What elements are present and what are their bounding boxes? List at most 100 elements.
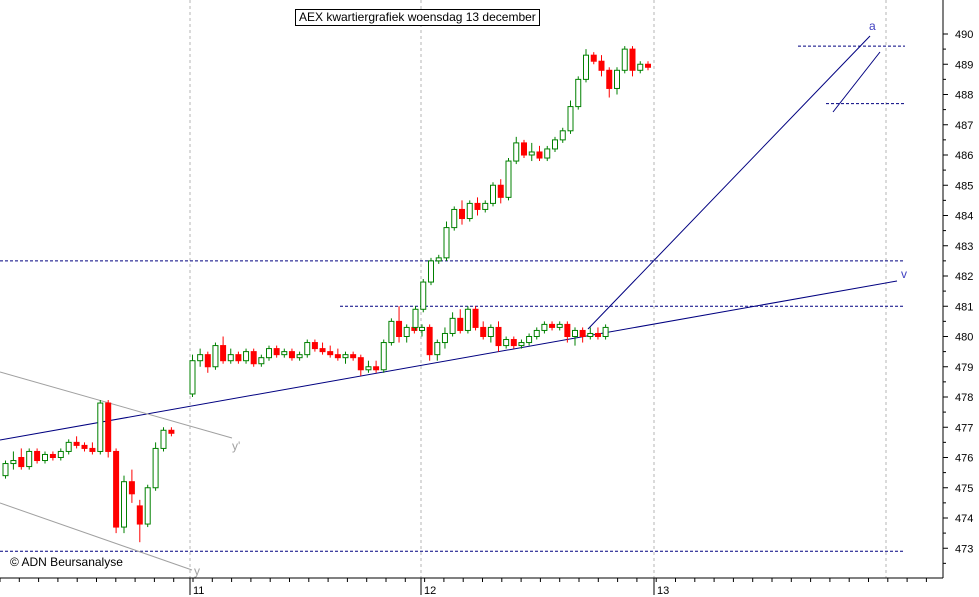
- candle: [528, 142, 535, 162]
- y-tick-label: 476: [955, 453, 973, 465]
- candle: [513, 136, 520, 165]
- y-tick-label: 475: [955, 483, 973, 495]
- candle: [549, 321, 556, 331]
- candle: [544, 145, 551, 162]
- candle: [204, 351, 211, 373]
- candle: [73, 436, 80, 449]
- candle: [490, 182, 496, 207]
- candle: [474, 197, 481, 216]
- candle: [521, 139, 527, 159]
- y-tick-label: 473: [955, 543, 973, 555]
- candle: [235, 351, 242, 364]
- candle: [18, 448, 25, 470]
- candle: [590, 52, 597, 65]
- candle: [559, 127, 566, 143]
- candle: [380, 339, 387, 373]
- y-tick-label: 488: [955, 90, 973, 102]
- candle: [34, 448, 41, 464]
- candle: [10, 451, 17, 470]
- candle: [144, 484, 151, 528]
- y-tick-label: 485: [955, 180, 973, 192]
- candles: [2, 46, 651, 543]
- candle: [482, 200, 489, 213]
- y-tick-label: 489: [955, 59, 973, 71]
- candle: [564, 321, 571, 343]
- y-tick-label: 486: [955, 150, 973, 162]
- candle: [587, 327, 594, 340]
- candle: [227, 348, 234, 364]
- candle: [189, 354, 196, 397]
- chart-title: AEX kwartiergrafiek woensdag 13 december: [295, 9, 540, 26]
- candle: [579, 327, 586, 343]
- horizontal-levels: [0, 45, 905, 552]
- candle: [105, 400, 112, 458]
- y-tick-label: 484: [955, 211, 973, 223]
- candle: [572, 327, 578, 346]
- candle: [420, 279, 427, 313]
- candle: [212, 342, 219, 370]
- candle: [637, 61, 644, 74]
- trend-lines: [0, 35, 898, 571]
- candle: [594, 327, 601, 340]
- candle: [466, 200, 473, 222]
- copyright-text: © ADN Beursanalyse: [10, 555, 123, 569]
- candle: [243, 348, 250, 364]
- candle: [412, 306, 419, 331]
- candle: [42, 451, 48, 464]
- y-tick-label: 480: [955, 332, 973, 344]
- candle: [152, 442, 159, 491]
- candle: [396, 306, 403, 343]
- candle: [97, 400, 104, 455]
- y-tick-label: 483: [955, 241, 973, 253]
- annotation-a: a: [869, 19, 876, 33]
- candle: [645, 61, 651, 71]
- candle: [505, 158, 512, 201]
- candle: [26, 448, 33, 470]
- candle: [602, 324, 609, 340]
- candle: [304, 339, 311, 358]
- y-tick-label: 487: [955, 120, 973, 132]
- candle: [273, 345, 280, 358]
- candle: [441, 327, 448, 349]
- candle: [472, 306, 479, 331]
- candle: [419, 324, 425, 337]
- x-tick-label: 13: [657, 585, 669, 597]
- candle: [487, 324, 494, 343]
- candle: [518, 339, 525, 349]
- candle: [220, 336, 227, 364]
- candle: [81, 442, 88, 452]
- candle: [621, 46, 628, 74]
- y-tick-label: 481: [955, 301, 973, 313]
- candle: [526, 333, 533, 346]
- y-tick-label: 478: [955, 392, 973, 404]
- candle: [451, 206, 458, 231]
- annotation-v: v: [901, 267, 907, 281]
- candle: [459, 200, 465, 225]
- candle: [121, 475, 127, 534]
- candle: [536, 145, 543, 162]
- candle: [533, 327, 540, 340]
- candle: [434, 339, 441, 361]
- candle: [136, 499, 143, 543]
- candle: [583, 49, 589, 83]
- candle: [2, 460, 9, 479]
- annotation-y: y: [194, 564, 200, 578]
- x-tick-label: 12: [424, 585, 436, 597]
- y-tick-label: 479: [955, 362, 973, 374]
- candle: [449, 312, 456, 337]
- candle: [89, 442, 96, 455]
- candle: [266, 345, 272, 361]
- candle: [168, 427, 175, 437]
- candle: [567, 100, 574, 134]
- candle: [541, 321, 548, 334]
- candle: [552, 136, 558, 152]
- candle: [160, 427, 167, 452]
- candle: [510, 336, 517, 349]
- candle: [575, 76, 582, 110]
- candle: [556, 321, 563, 331]
- y-tick-label: 490: [955, 29, 973, 41]
- candle: [250, 348, 257, 367]
- candle: [443, 221, 450, 261]
